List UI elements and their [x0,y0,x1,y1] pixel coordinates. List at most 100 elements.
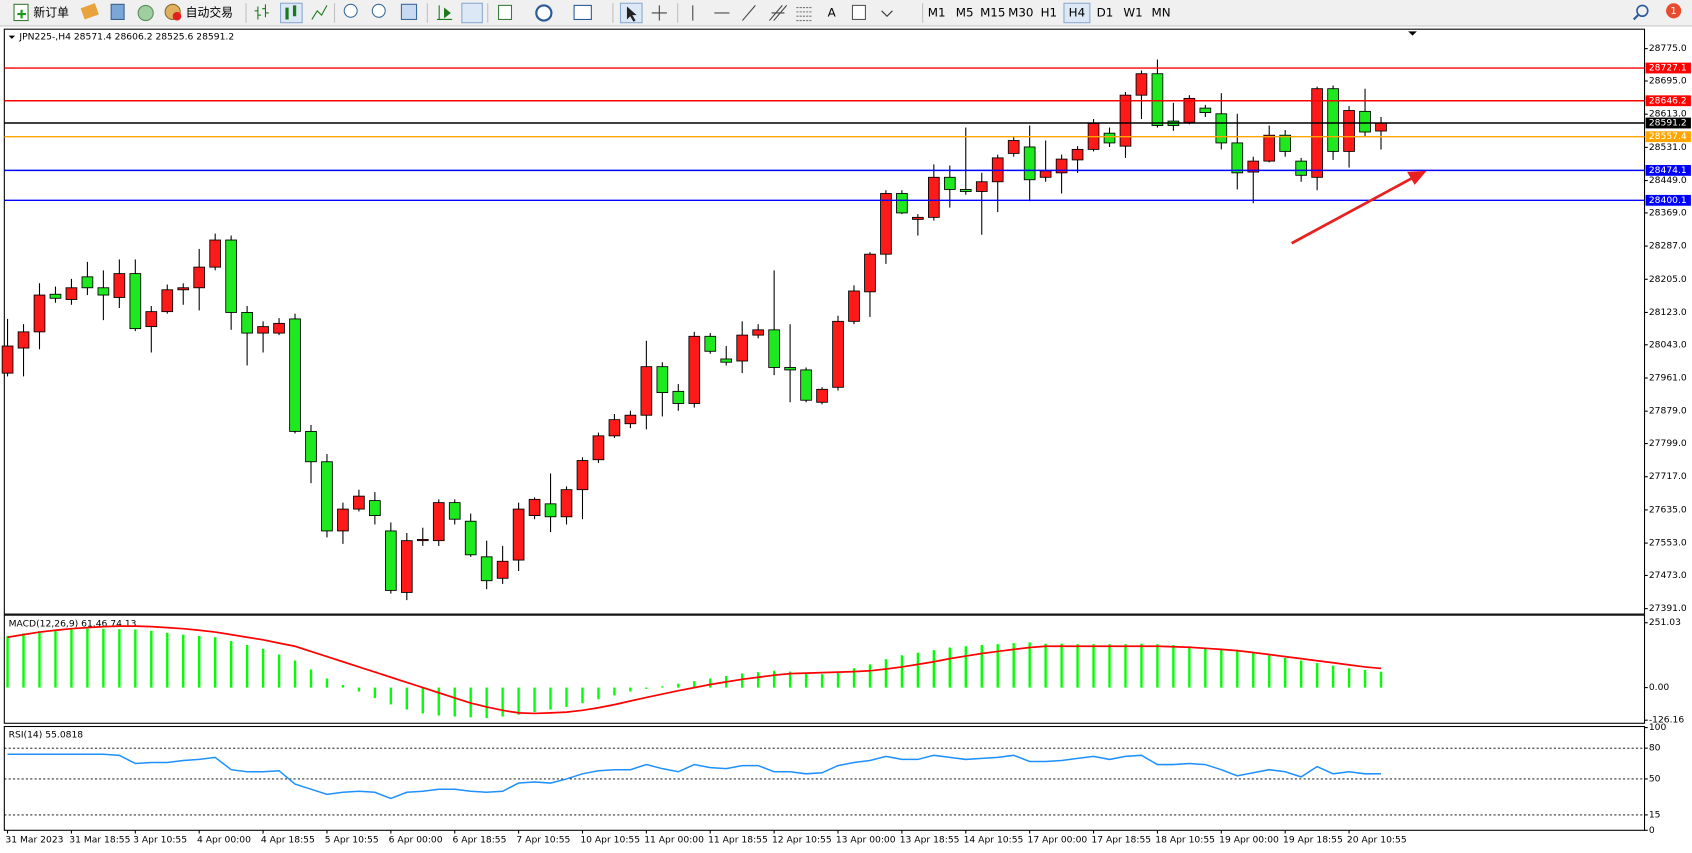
x-tick-label: 13 Apr 00:00 [836,835,896,846]
shift-button[interactable] [461,2,483,24]
candle-body [1231,142,1244,174]
candle-body [448,502,461,520]
notification-badge[interactable] [1666,3,1682,19]
y-tick-label: 28043.0 [1649,339,1687,350]
price-level-tag [1645,62,1691,74]
timeframe-button[interactable]: M5 [956,5,974,19]
candle-body [113,273,126,298]
bar-chart-button[interactable] [254,4,269,20]
y-tick-label: 27391.0 [1649,603,1687,614]
label-tool-button[interactable] [851,4,866,21]
candle-body [768,329,780,368]
candle-body [241,312,253,334]
price-level-label: 28557.4 [1649,131,1687,142]
toolbar-background [0,0,1692,26]
search-handle [1632,14,1639,21]
y-tick-label: 50 [1649,773,1661,784]
timeframe-button[interactable]: W1 [1123,5,1142,19]
y-tick-label: 100 [1649,722,1667,733]
candle-body [688,335,701,404]
new-order-label: 新订单 [33,5,69,19]
candle-body [1279,134,1292,152]
candle-body [560,489,573,518]
candle-body [193,266,206,289]
x-tick-label: 11 Apr 00:00 [644,835,704,846]
timeframe-button[interactable]: MN [1152,5,1171,19]
candle-body [480,556,493,582]
candle-body [704,335,717,352]
tile-button[interactable] [400,3,418,21]
text-tool-button[interactable]: A [828,5,837,19]
candle-body [33,294,46,333]
timeframe-button[interactable]: M1 [928,5,946,19]
x-tick-label: 17 Apr 18:55 [1091,835,1151,846]
search-button[interactable] [1636,4,1649,18]
candle-body [1295,160,1307,176]
zoom-in-button[interactable] [343,3,358,18]
candle-body [1071,148,1084,161]
candle-body [1215,113,1228,144]
scroll-button[interactable] [437,5,453,21]
candle-body [896,193,908,214]
candle-body [400,540,413,593]
line-chart-button[interactable] [311,5,328,20]
candle-body [1343,110,1355,152]
auto-trading-label: 自动交易 [186,5,233,19]
templates-button[interactable] [573,4,592,21]
toolbar-icon[interactable] [110,3,125,21]
crosshair-button[interactable] [651,5,667,21]
candle-chart-button[interactable] [280,2,303,24]
macd-signal-line [7,625,1382,715]
timeframe-button[interactable]: M15 [980,5,1005,19]
candle-body [17,331,30,349]
price-level-label: 28474.1 [1649,165,1687,176]
candle-body [1311,88,1323,178]
new-order-button[interactable]: 新订单 [13,3,69,22]
x-tick-label: 31 Mar 2023 [5,835,63,846]
timeframe-button[interactable]: H4 [1069,5,1085,19]
macd-panel [3,614,1646,724]
timeframe-bar: M1 M5 M15 M30 H1 H4 D1 W1 MN [928,2,1171,24]
candle-body [912,216,924,220]
toolbar-icon[interactable] [137,4,154,22]
trendline-button[interactable] [741,5,756,21]
candle-body [656,366,669,393]
candle-body [496,560,509,579]
candle-body [257,326,269,334]
x-tick-label: 6 Apr 00:00 [389,835,443,846]
candle-body [97,287,110,296]
y-tick-label: 0 [1649,825,1655,836]
fibo-button[interactable] [796,7,812,22]
price-level-label: 28400.1 [1649,195,1687,206]
zoom-out-button[interactable] [371,3,386,18]
price-level-tag [1645,131,1691,143]
y-tick-label: 28531.0 [1649,142,1687,153]
price-panel [3,28,1646,615]
candle-body [784,367,796,371]
y-tick-label: 27961.0 [1649,372,1687,383]
y-tick-label: 27635.0 [1649,504,1687,515]
candle-body [848,290,860,322]
indicators-button[interactable] [497,4,513,21]
candle-body [1183,97,1196,123]
auto-trading-button[interactable]: 自动交易 [164,3,233,21]
channel-button[interactable] [768,5,788,21]
price-level-tag [1645,194,1691,206]
y-tick-label: 28205.0 [1649,274,1687,285]
active-timeframe [1063,2,1091,24]
arrows-button[interactable] [881,10,893,17]
x-tick-label: 13 Apr 18:55 [900,835,960,846]
candle-body [369,500,381,516]
periods-button[interactable] [535,4,553,22]
candle-body [752,329,764,336]
candle-body [672,390,685,404]
price-level-tag [1645,117,1691,129]
timeframe-button[interactable]: D1 [1097,5,1114,19]
candle-body [321,461,333,532]
timeframe-button[interactable]: M30 [1008,5,1033,19]
candle-body [289,318,301,432]
candle-body [943,176,956,190]
timeframe-button[interactable]: H1 [1041,5,1057,19]
toolbar-icon[interactable] [80,3,99,20]
candle-body [1119,94,1132,147]
